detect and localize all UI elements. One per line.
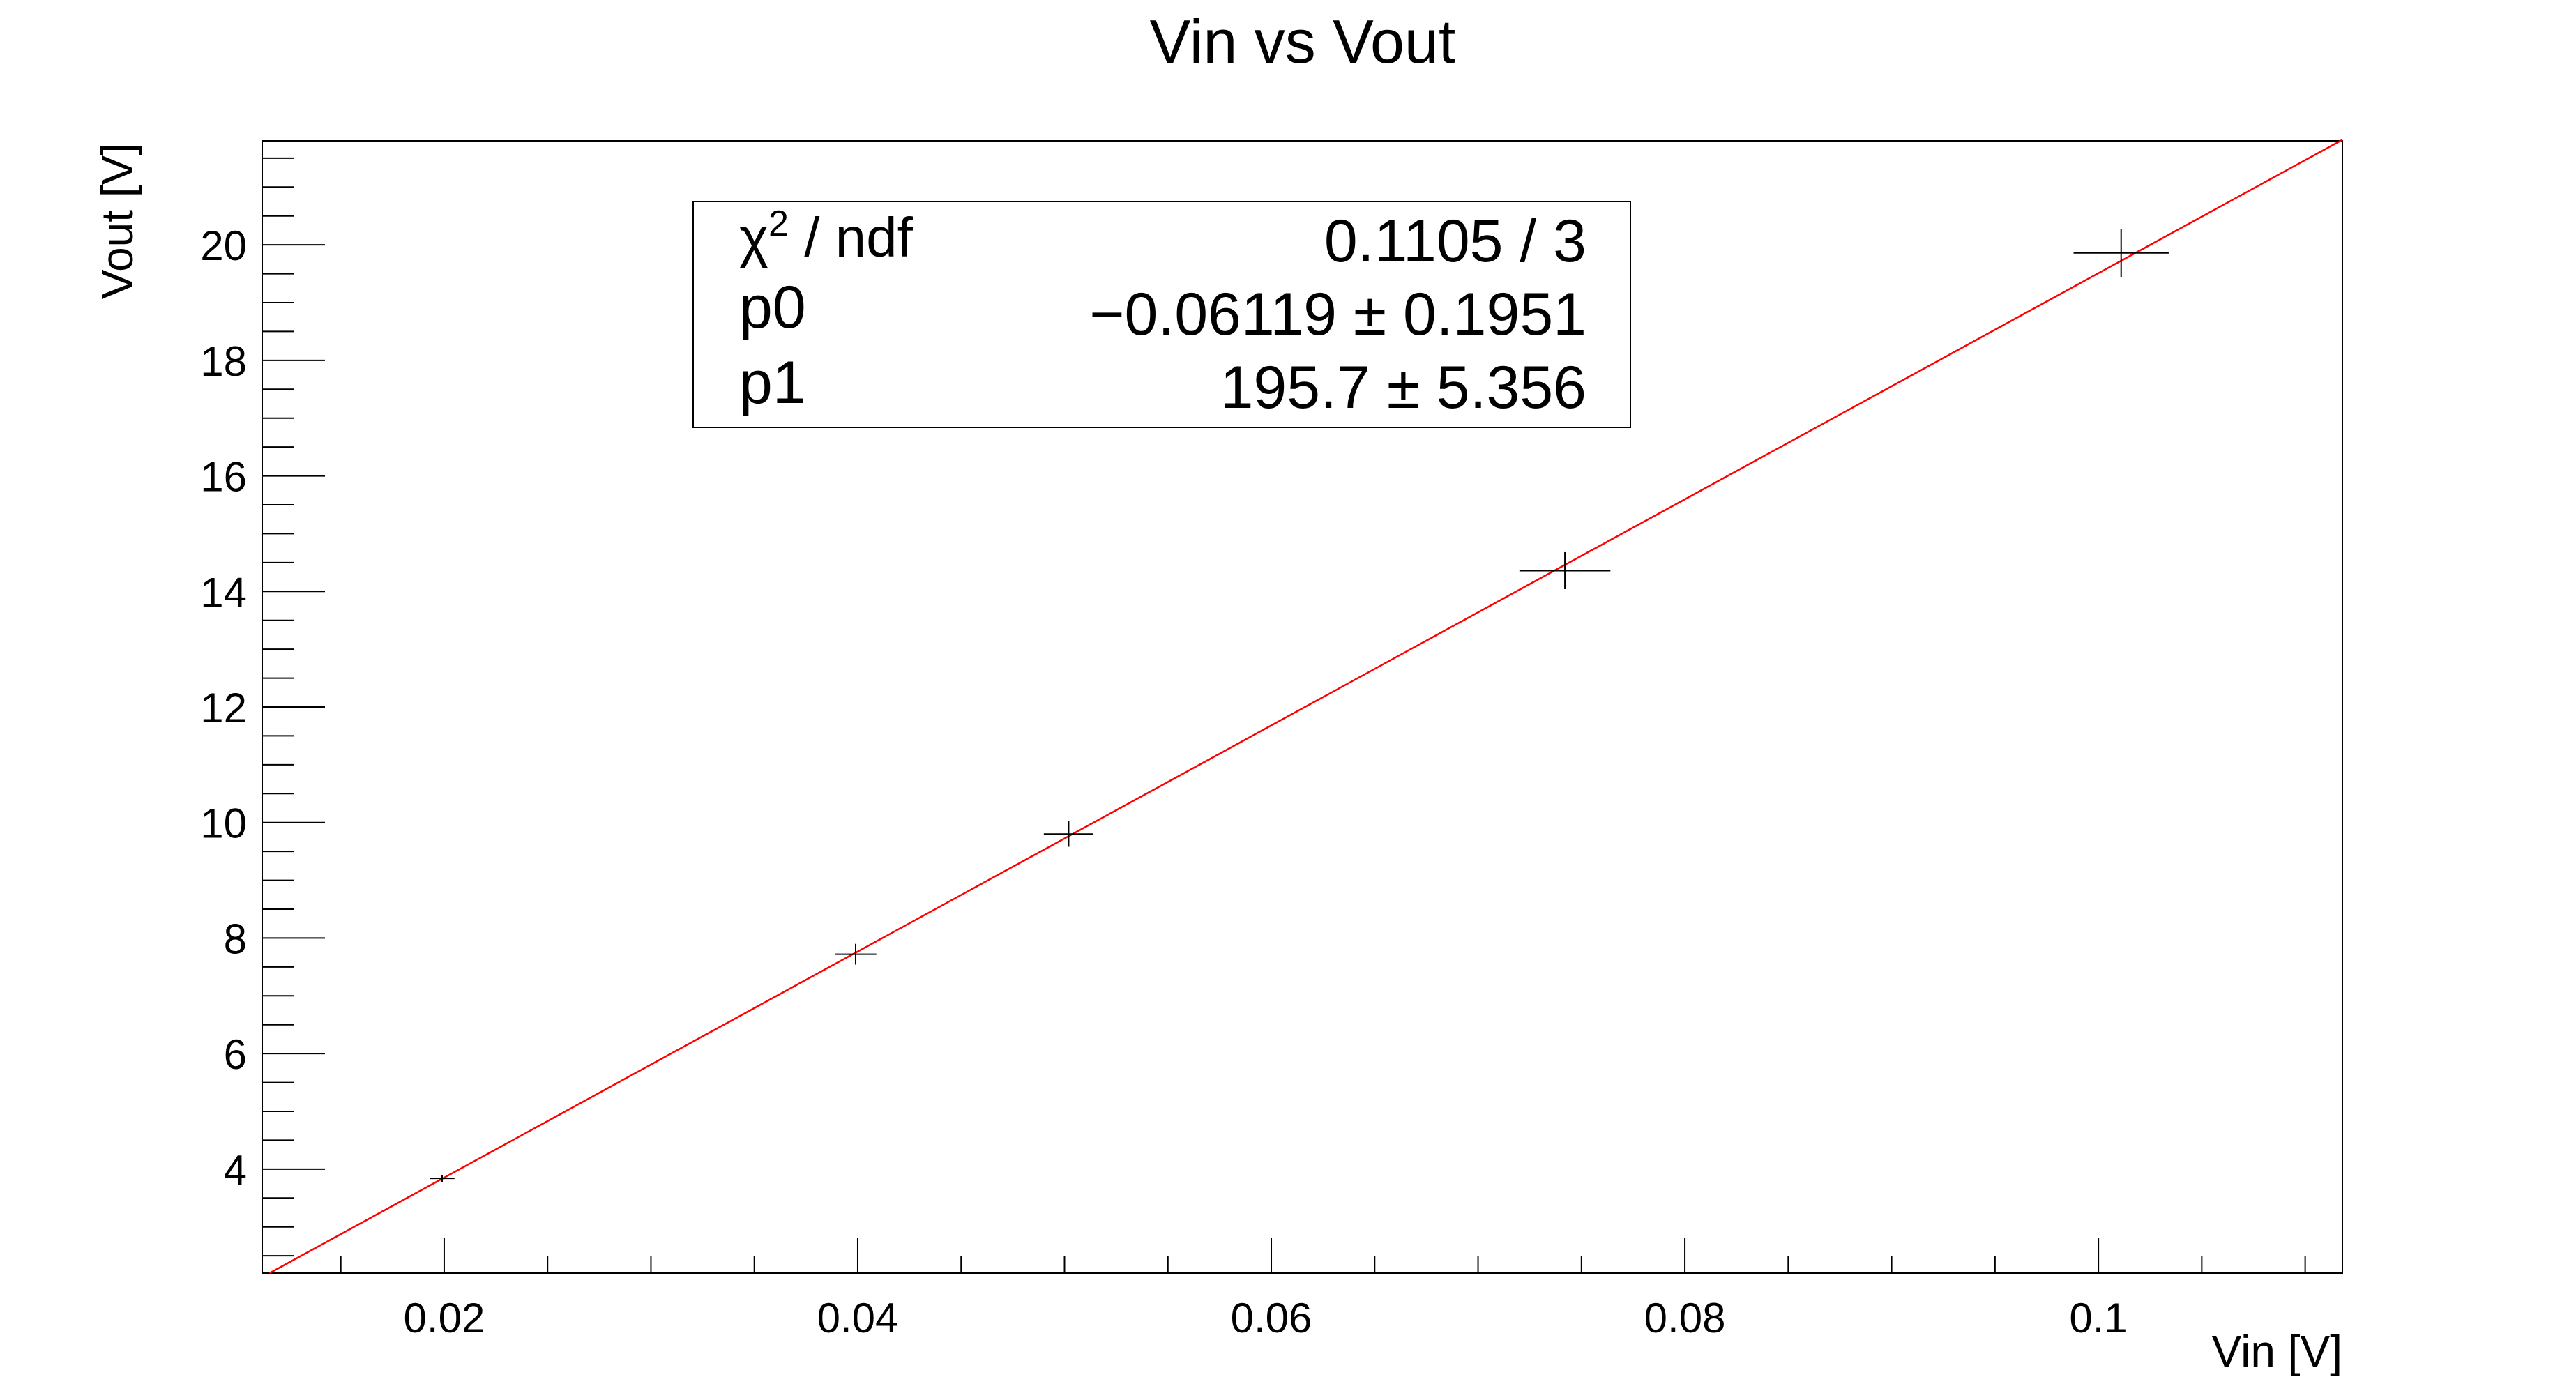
stats-value-p1: 195.7 ± 5.356 (1220, 354, 1586, 421)
y-tick-label: 14 (200, 569, 247, 616)
data-points (430, 228, 2169, 1182)
x-tick-label: 0.02 (404, 1295, 485, 1341)
data-point (2073, 228, 2169, 277)
stats-box: χ2 / ndf 0.1105 / 3 p0 −0.06119 ± 0.1951… (692, 201, 1631, 428)
data-point (430, 1175, 455, 1182)
x-axis-ticks: 0.02 0.04 0.06 0.08 0.1 (340, 1238, 2306, 1341)
x-tick-label: 0.08 (1644, 1295, 1726, 1341)
stats-label-chi2: χ2 / ndf (739, 204, 914, 268)
fit-line (268, 139, 2343, 1275)
y-axis-label: Vout [V] (92, 143, 142, 299)
stats-label-p1: p1 (739, 349, 806, 416)
y-tick-label: 16 (200, 454, 247, 501)
stats-box-frame (692, 201, 1631, 428)
y-axis-ticks: 4 6 8 10 12 14 16 18 20 (200, 157, 325, 1257)
data-point (1043, 821, 1094, 847)
y-tick-label: 10 (200, 800, 247, 847)
stats-value-p0: −0.06119 ± 0.1951 (1089, 281, 1586, 348)
stats-value-chi2: 0.1105 / 3 (1324, 208, 1586, 275)
y-tick-label: 4 (224, 1147, 247, 1194)
y-tick-label: 6 (224, 1031, 247, 1078)
data-point (1519, 551, 1611, 589)
data-point (835, 943, 877, 965)
y-tick-label: 18 (200, 338, 247, 385)
stats-label-p0: p0 (739, 274, 806, 341)
y-tick-label: 20 (200, 222, 247, 269)
y-tick-label: 12 (200, 685, 247, 731)
x-tick-label: 0.06 (1231, 1295, 1312, 1341)
x-axis-label: Vin [V] (2212, 1326, 2342, 1376)
x-tick-label: 0.04 (817, 1295, 899, 1341)
y-tick-label: 8 (224, 915, 247, 962)
chart-title: Vin vs Vout (1150, 7, 1456, 76)
x-tick-label: 0.1 (2069, 1295, 2127, 1341)
